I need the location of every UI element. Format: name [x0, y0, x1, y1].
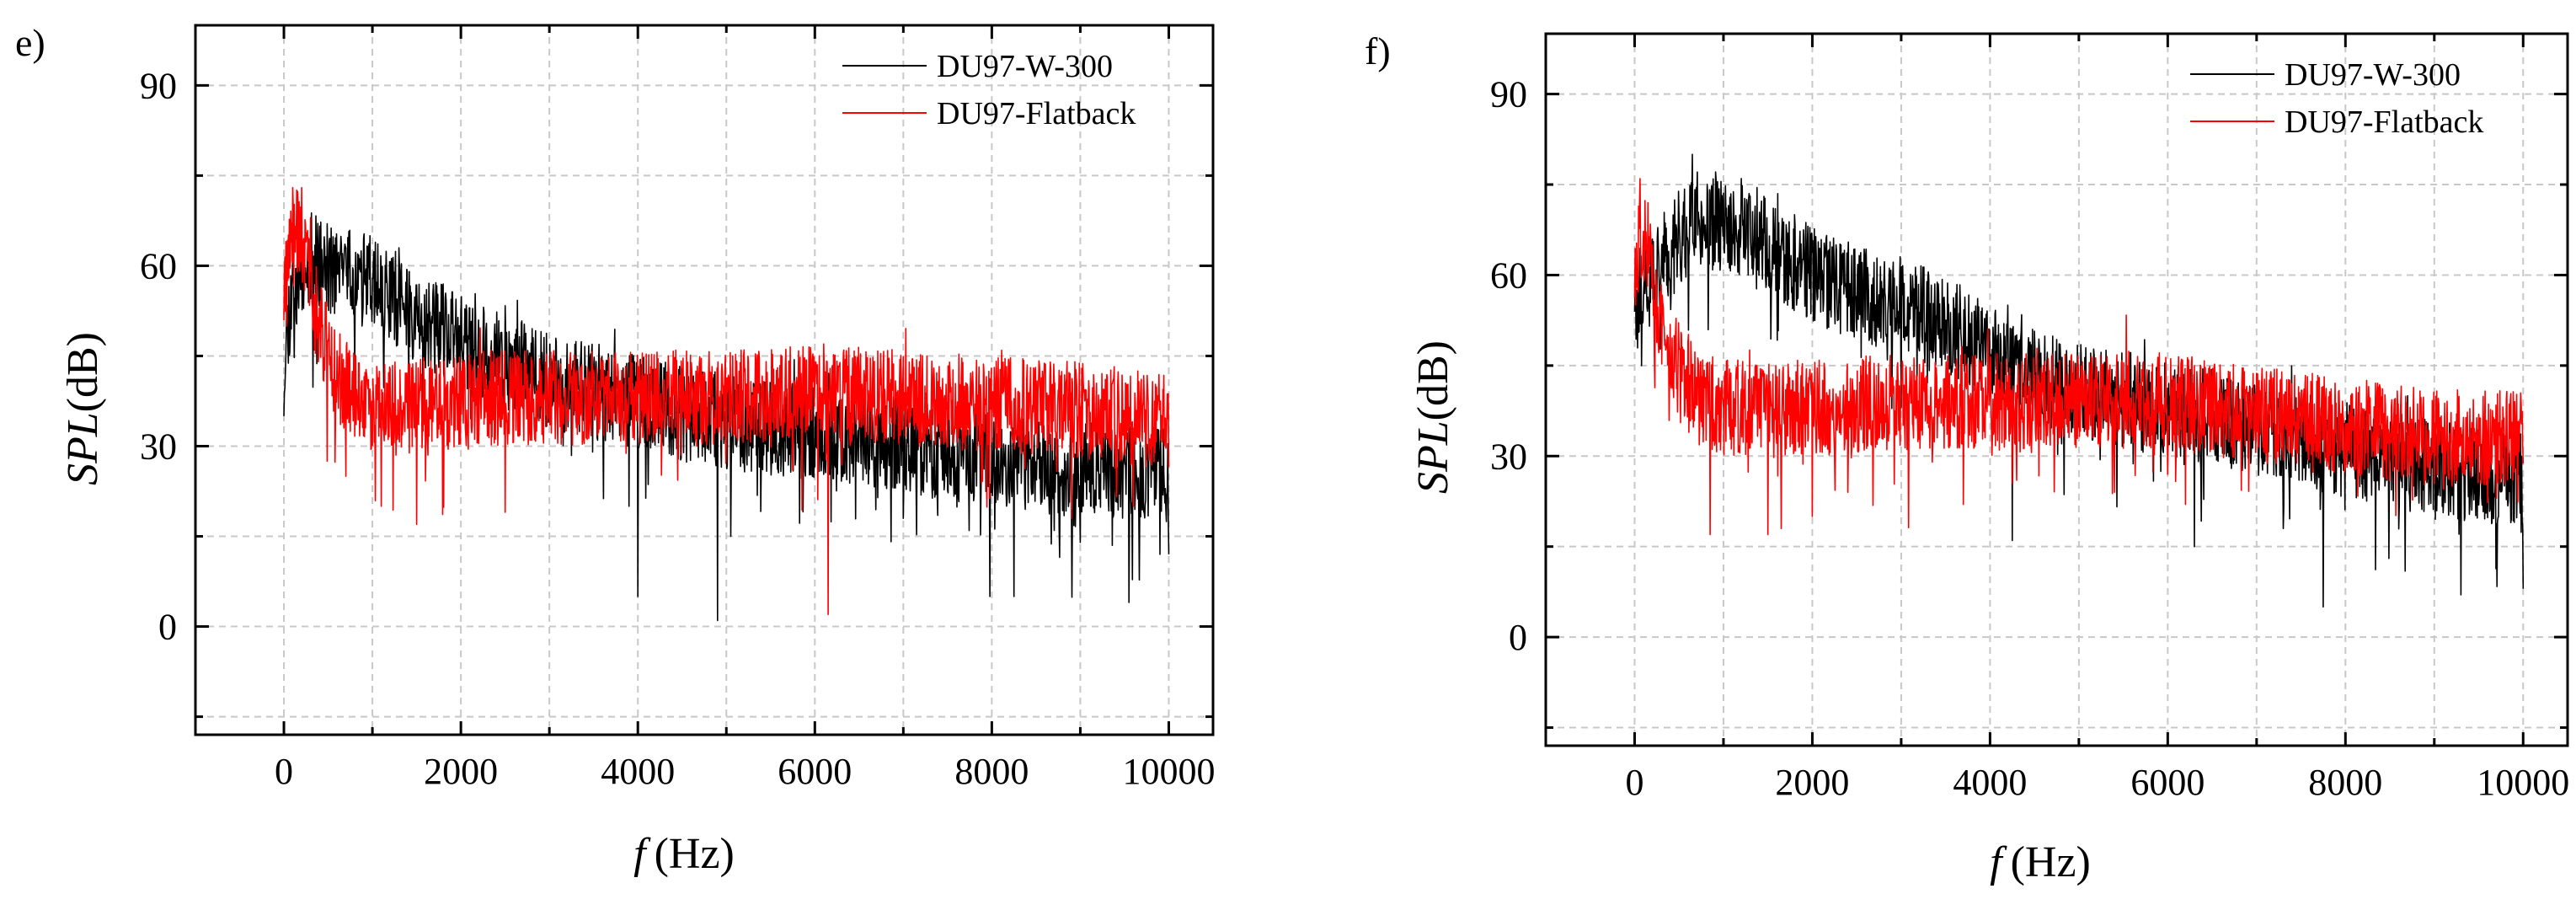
- x-tick-label: 6000: [2130, 762, 2205, 803]
- series-layer: [1633, 153, 2525, 608]
- y-axis-title: SPL(dB): [59, 332, 107, 485]
- grid-lines: [1545, 34, 2568, 746]
- legend: DU97-W-300 DU97-Flatback: [2190, 57, 2483, 140]
- x-tick-label: 10000: [1122, 751, 1215, 792]
- x-tick-label: 4000: [601, 751, 675, 792]
- series-line: [1633, 178, 2525, 536]
- plot-frame: [1544, 32, 2569, 747]
- series-line: [283, 186, 1170, 616]
- y-tick-label: 90: [1490, 74, 1527, 115]
- x-tick-label: 4000: [1953, 762, 2027, 803]
- series-layer: [283, 186, 1170, 622]
- panel-label: e): [15, 21, 45, 64]
- axes: 0 2000 4000 6000 8000 10000 0 30 60 90: [1490, 32, 2569, 803]
- axes: 0 2000 4000 6000 8000 10000 0 30 60 90: [140, 24, 1215, 792]
- x-tick-label: 8000: [954, 751, 1029, 792]
- x-tick-label: 0: [1625, 762, 1643, 803]
- x-axis-title: f (Hz): [1990, 838, 2091, 886]
- y-tick-label: 30: [1490, 436, 1527, 477]
- panel-label: f): [1365, 29, 1391, 72]
- legend: DU97-W-300 DU97-Flatback: [842, 49, 1136, 131]
- x-tick-label: 2000: [424, 751, 498, 792]
- legend-label: DU97-Flatback: [937, 96, 1136, 131]
- x-tick-label: 8000: [2308, 762, 2382, 803]
- y-tick-label: 90: [140, 65, 177, 106]
- legend-label: DU97-Flatback: [2285, 104, 2483, 140]
- x-tick-label: 6000: [778, 751, 852, 792]
- chart-panel-f: f) 0 2000 4000 6000 8000 10000 0 30 60 90 DU97-W-…: [1365, 29, 2569, 886]
- x-tick-label: 10000: [2477, 762, 2569, 803]
- x-axis-title: f (Hz): [633, 830, 735, 878]
- x-tick-label: 2000: [1775, 762, 1849, 803]
- y-tick-label: 0: [158, 607, 177, 648]
- legend-label: DU97-W-300: [2285, 57, 2461, 93]
- y-tick-label: 30: [140, 426, 177, 467]
- y-tick-label: 60: [1490, 254, 1527, 296]
- plot-frame: [194, 24, 1215, 736]
- x-tick-label: 0: [275, 751, 293, 792]
- y-tick-label: 0: [1509, 617, 1527, 658]
- chart-panel-e: e) 0 2000 4000 6000 8000 10000 0 30 60 90 DU97-W-…: [15, 21, 1215, 878]
- y-axis-title: SPL(dB): [1409, 340, 1457, 494]
- y-tick-label: 60: [140, 245, 177, 286]
- legend-label: DU97-W-300: [937, 49, 1113, 84]
